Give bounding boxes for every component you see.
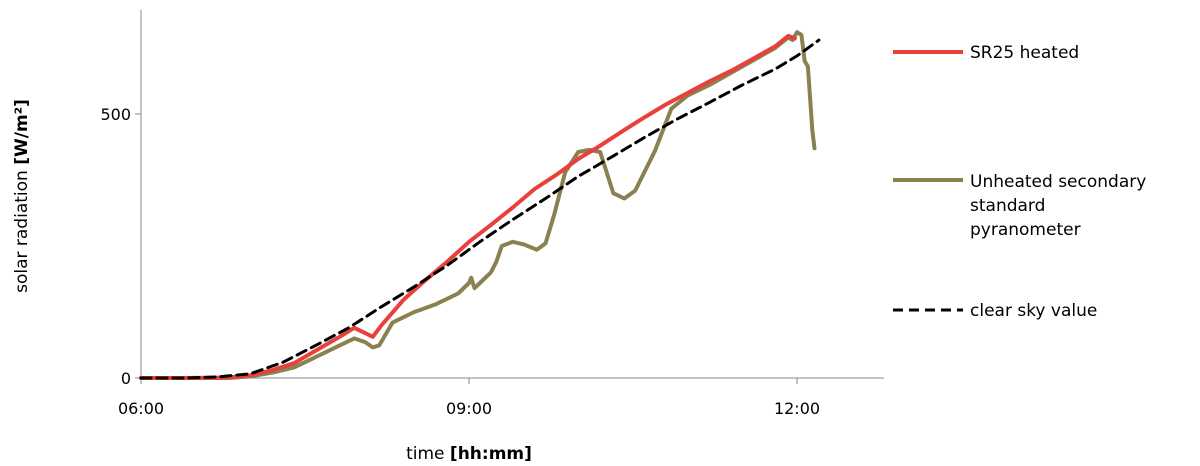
series-line-sr25-heated <box>141 36 795 378</box>
legend: SR25 heated Unheated secondary standard … <box>893 43 1152 321</box>
legend-label-line-2: standard <box>970 196 1045 216</box>
y-axis-title-text: solar radiation <box>12 170 32 293</box>
y-axis-title: solar radiation [W/m²] <box>12 99 32 293</box>
x-tick-label-0900: 09:00 <box>446 399 492 418</box>
x-axis-title: time [hh:mm] <box>406 444 532 464</box>
x-tick-label-1200: 12:00 <box>774 399 820 418</box>
legend-label-unheated-pyranometer: Unheated secondary standard pyranometer <box>970 172 1152 240</box>
x-axis-title-unit: [hh:mm] <box>450 444 532 464</box>
y-tick-label-500: 500 <box>100 105 131 124</box>
legend-label-clear-sky: clear sky value <box>970 301 1097 321</box>
series-layer <box>141 32 819 378</box>
legend-label-line-3: pyranometer <box>970 220 1081 240</box>
x-axis-title-text: time <box>406 444 444 464</box>
series-line-clear-sky <box>141 40 819 378</box>
legend-label-sr25-heated: SR25 heated <box>970 43 1079 63</box>
legend-label-line-1: Unheated secondary <box>970 172 1146 192</box>
y-axis-title-unit: [W/m²] <box>12 99 32 165</box>
series-line-unheated-pyranometer <box>141 32 815 378</box>
y-tick-label-0: 0 <box>121 369 131 388</box>
x-tick-label-0600: 06:00 <box>118 399 164 418</box>
